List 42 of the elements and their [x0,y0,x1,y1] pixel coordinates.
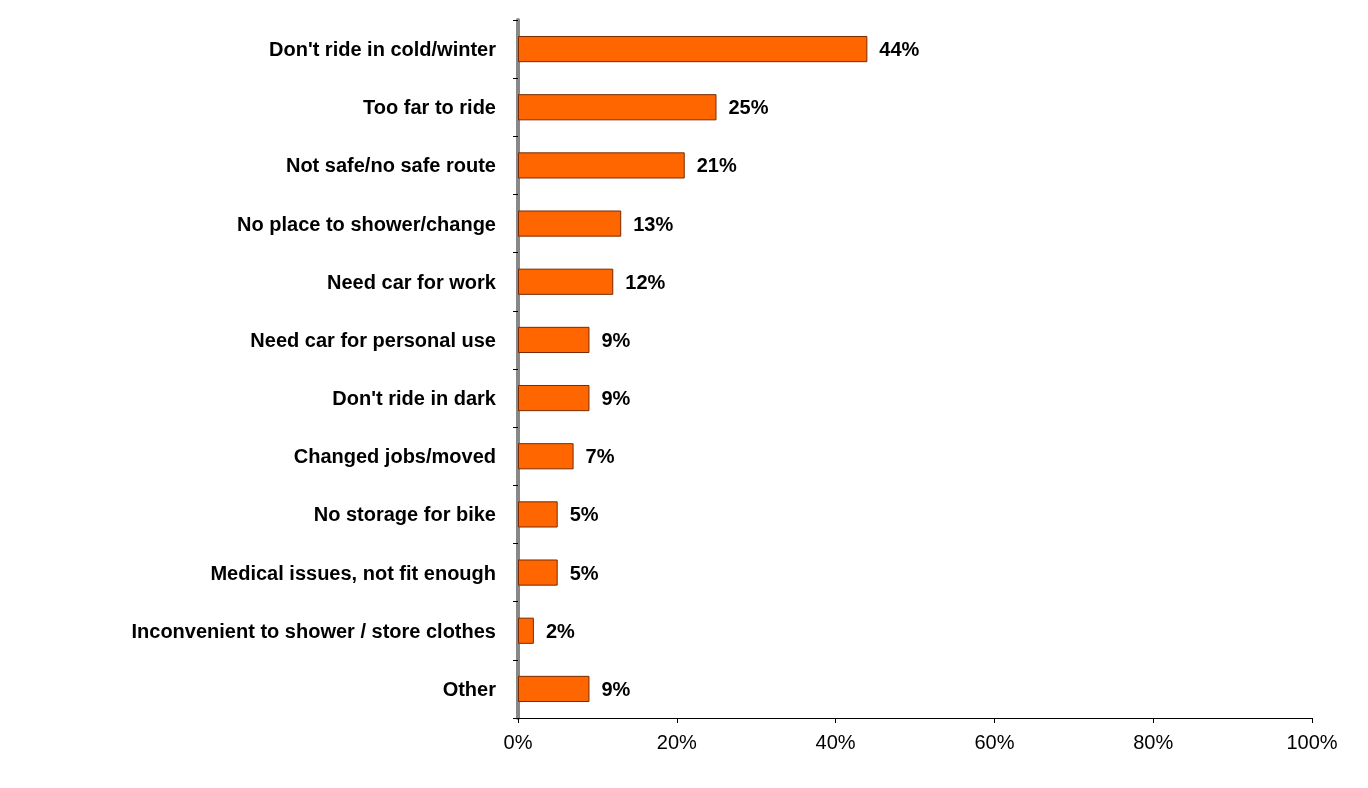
bar [518,326,590,353]
y-tick-label: Not safe/no safe route [285,154,496,177]
x-tick-label: 40% [815,731,856,753]
data-label: 9% [601,387,631,410]
bar [518,501,558,528]
data-label: 5% [569,561,599,584]
data-label: 12% [625,270,666,293]
x-tick-label: 0% [503,731,533,753]
x-tick-label: 80% [1133,731,1174,753]
y-tick-label: Other [442,677,497,700]
y-tick-label: Need car for work [327,270,497,293]
y-tick-label: Need car for personal use [250,328,496,351]
y-tick-label: Changed jobs/moved [293,445,496,468]
bar [518,675,590,702]
data-label: 44% [879,38,920,61]
bar [518,152,685,179]
x-tick-label: 60% [974,731,1015,753]
data-label: 25% [728,96,769,119]
y-tick-label: Too far to ride [363,96,496,119]
bar [518,94,717,121]
data-label: 13% [633,212,674,235]
bar [518,617,534,644]
data-label: 21% [696,154,737,177]
y-tick-label: No storage for bike [313,503,496,526]
bar [518,385,590,412]
bar [518,559,558,586]
bar [518,210,622,237]
bar [518,268,614,295]
data-label: 7% [585,445,615,468]
data-label: 9% [601,328,631,351]
y-tick-label: No place to shower/change [237,212,496,235]
bar [518,443,574,470]
y-tick-label: Don't ride in cold/winter [269,38,497,61]
bar [518,36,868,63]
y-tick-label: Don't ride in dark [332,387,497,410]
y-tick-label: Medical issues, not fit enough [210,561,496,584]
data-label: 5% [569,503,599,526]
x-tick-label: 100% [1286,731,1338,753]
y-tick-label: Inconvenient to shower / store clothes [131,619,496,642]
data-label: 2% [545,619,575,642]
x-tick-label: 20% [656,731,698,753]
data-label: 9% [601,677,631,700]
